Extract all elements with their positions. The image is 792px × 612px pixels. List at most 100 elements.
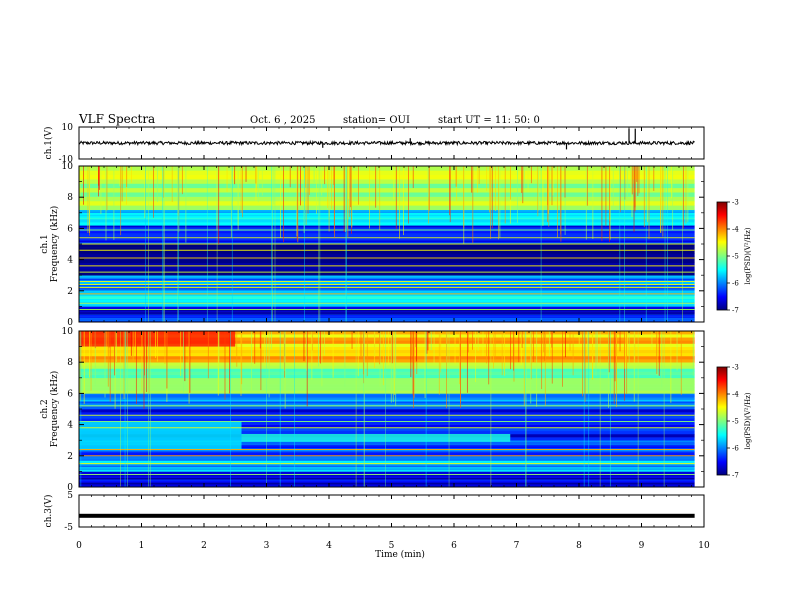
psd-band bbox=[79, 304, 695, 307]
psd-band bbox=[79, 418, 695, 422]
psd-band bbox=[79, 368, 695, 372]
colorbar-tick-label: -5 bbox=[732, 253, 739, 261]
psd-band bbox=[79, 187, 695, 193]
psd-band bbox=[79, 250, 695, 254]
x-tick-label: 5 bbox=[389, 541, 395, 551]
psd-band bbox=[79, 320, 695, 322]
psd-band bbox=[79, 289, 695, 292]
ch1-ytick-bottom: -10 bbox=[59, 155, 74, 165]
psd-band bbox=[79, 196, 695, 202]
psd-band bbox=[79, 427, 695, 432]
y-tick-label: 2 bbox=[67, 452, 73, 462]
psd-band bbox=[79, 460, 695, 463]
ch1-colorbar: -3 -4 -5 -6 -7 log(PSD)(V²/Hz) bbox=[716, 199, 752, 315]
psd-band bbox=[79, 275, 695, 278]
psd-band bbox=[79, 283, 695, 285]
ch1-spectrogram-streaks bbox=[79, 166, 689, 322]
psd-band bbox=[79, 262, 695, 267]
psd-band bbox=[79, 398, 695, 400]
ch2-spectrogram-x-ticks bbox=[78, 331, 705, 487]
psd-band bbox=[79, 307, 695, 309]
psd-band bbox=[79, 315, 695, 317]
psd-band bbox=[79, 457, 695, 460]
colorbar-tick-label: -6 bbox=[732, 445, 739, 453]
psd-band bbox=[79, 286, 695, 288]
psd-band bbox=[79, 309, 695, 311]
psd-band bbox=[79, 374, 695, 379]
psd-band bbox=[79, 334, 695, 338]
psd-band bbox=[79, 174, 695, 180]
ch2-spectrogram-ylabel-frequency: Frequency (kHz) bbox=[49, 371, 60, 448]
psd-feature bbox=[241, 433, 511, 442]
psd-band bbox=[79, 312, 695, 314]
ch1-spectrogram-x-ticks bbox=[78, 166, 705, 322]
psd-band bbox=[79, 480, 695, 483]
psd-band bbox=[79, 465, 695, 468]
psd-band bbox=[79, 295, 695, 298]
psd-band bbox=[79, 310, 695, 312]
ch1-waveform-spikes bbox=[322, 128, 636, 150]
psd-band bbox=[79, 455, 695, 458]
colorbar-label: log(PSD)(V²/Hz) bbox=[744, 392, 752, 449]
psd-band bbox=[79, 281, 695, 284]
colorbar-tick-label: -5 bbox=[732, 418, 739, 426]
psd-band bbox=[79, 217, 695, 220]
psd-band bbox=[79, 451, 695, 453]
psd-band bbox=[79, 223, 695, 226]
ch1-spectrogram-ylabel-channel: ch.1 bbox=[40, 234, 50, 253]
psd-band bbox=[79, 219, 695, 221]
colorbar-label: log(PSD)(V²/Hz) bbox=[744, 227, 752, 284]
x-tick-label: 9 bbox=[639, 541, 645, 551]
y-tick-label: 8 bbox=[67, 358, 73, 368]
ch1-spectrogram-heatmap bbox=[79, 166, 704, 323]
ch1-waveform-ylabel: ch.1(V) bbox=[43, 127, 54, 160]
colorbar-gradient bbox=[716, 201, 728, 311]
figure-title: VLF Spectra bbox=[78, 112, 155, 126]
psd-band bbox=[79, 352, 695, 357]
psd-band bbox=[79, 458, 695, 461]
station-label: station= OUI bbox=[343, 115, 410, 126]
psd-band bbox=[79, 402, 695, 405]
psd-band bbox=[79, 474, 695, 477]
psd-band bbox=[79, 298, 695, 301]
psd-band bbox=[79, 412, 695, 416]
psd-band bbox=[79, 384, 695, 388]
psd-band bbox=[79, 276, 695, 279]
psd-band bbox=[79, 349, 695, 354]
time-axis-tick-labels: 0 1 2 3 4 5 6 7 8 9 10 bbox=[76, 541, 710, 551]
psd-band bbox=[79, 253, 695, 257]
psd-band bbox=[79, 183, 695, 189]
x-tick-label: 10 bbox=[698, 541, 710, 551]
psd-band bbox=[79, 362, 695, 366]
colorbar-gradient bbox=[716, 366, 728, 476]
psd-band bbox=[79, 278, 695, 281]
psd-band bbox=[79, 238, 695, 241]
psd-band bbox=[79, 317, 695, 319]
psd-band bbox=[79, 268, 695, 273]
psd-band bbox=[79, 279, 695, 282]
psd-band bbox=[79, 170, 695, 176]
psd-band bbox=[79, 462, 695, 464]
psd-band bbox=[79, 454, 695, 457]
ch2-spectrogram-streaks bbox=[79, 331, 694, 487]
psd-band bbox=[79, 297, 695, 299]
psd-band bbox=[79, 200, 695, 206]
psd-band bbox=[79, 211, 695, 214]
ch2-colorbar: -3 -4 -5 -6 -7 log(PSD)(V²/Hz) bbox=[716, 364, 752, 480]
psd-band bbox=[79, 192, 695, 197]
ch2-spectrogram-lines bbox=[79, 405, 695, 476]
psd-band bbox=[79, 319, 695, 321]
ch1-spectrogram-ylabel-frequency: Frequency (kHz) bbox=[49, 206, 60, 283]
psd-band bbox=[79, 214, 695, 217]
psd-band bbox=[79, 468, 695, 471]
psd-band bbox=[79, 331, 695, 335]
psd-band bbox=[79, 340, 695, 344]
psd-band bbox=[79, 215, 695, 218]
psd-band bbox=[79, 359, 695, 363]
psd-band bbox=[79, 472, 695, 475]
psd-band bbox=[79, 318, 695, 320]
psd-band bbox=[79, 343, 695, 347]
y-tick-label: 4 bbox=[67, 421, 73, 431]
y-tick-label: 10 bbox=[62, 162, 74, 172]
